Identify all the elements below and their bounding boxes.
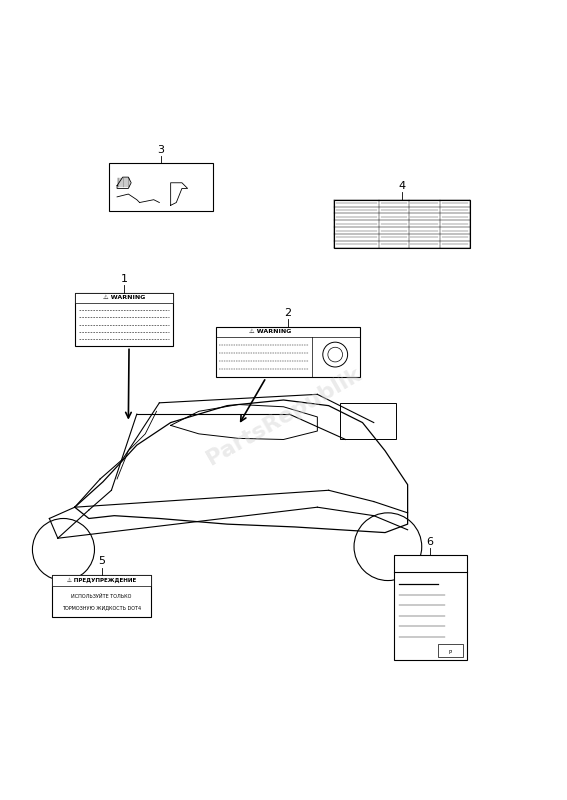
Bar (75, 293, 174, 346)
Bar (75, 293, 174, 303)
Bar (393, 555, 467, 659)
Bar (109, 163, 213, 211)
Text: 1: 1 (121, 274, 128, 284)
Text: PartsRepublik: PartsRepublik (202, 365, 365, 470)
Text: P: P (448, 650, 452, 654)
Bar (216, 326, 359, 378)
Text: 2: 2 (284, 308, 291, 318)
Bar (335, 200, 469, 248)
Bar (438, 644, 463, 658)
Text: 4: 4 (399, 182, 405, 191)
Text: ⚠ ПРЕДУПРЕЖДЕНИЕ: ⚠ ПРЕДУПРЕЖДЕНИЕ (67, 578, 136, 583)
Text: ИСПОЛЬЗУЙТЕ ТОЛЬКО: ИСПОЛЬЗУЙТЕ ТОЛЬКО (71, 594, 132, 599)
Text: ⚠ WARNING: ⚠ WARNING (249, 330, 291, 334)
Text: 3: 3 (157, 145, 164, 154)
Text: ТОРМОЗНУЮ ЖИДКОСТЬ DOT4: ТОРМОЗНУЮ ЖИДКОСТЬ DOT4 (62, 605, 141, 610)
Text: ⚠ WARNING: ⚠ WARNING (103, 295, 145, 300)
Text: 6: 6 (427, 537, 434, 546)
Text: 5: 5 (98, 557, 105, 566)
Bar (340, 403, 396, 439)
Bar (52, 575, 151, 586)
Bar (52, 575, 151, 618)
